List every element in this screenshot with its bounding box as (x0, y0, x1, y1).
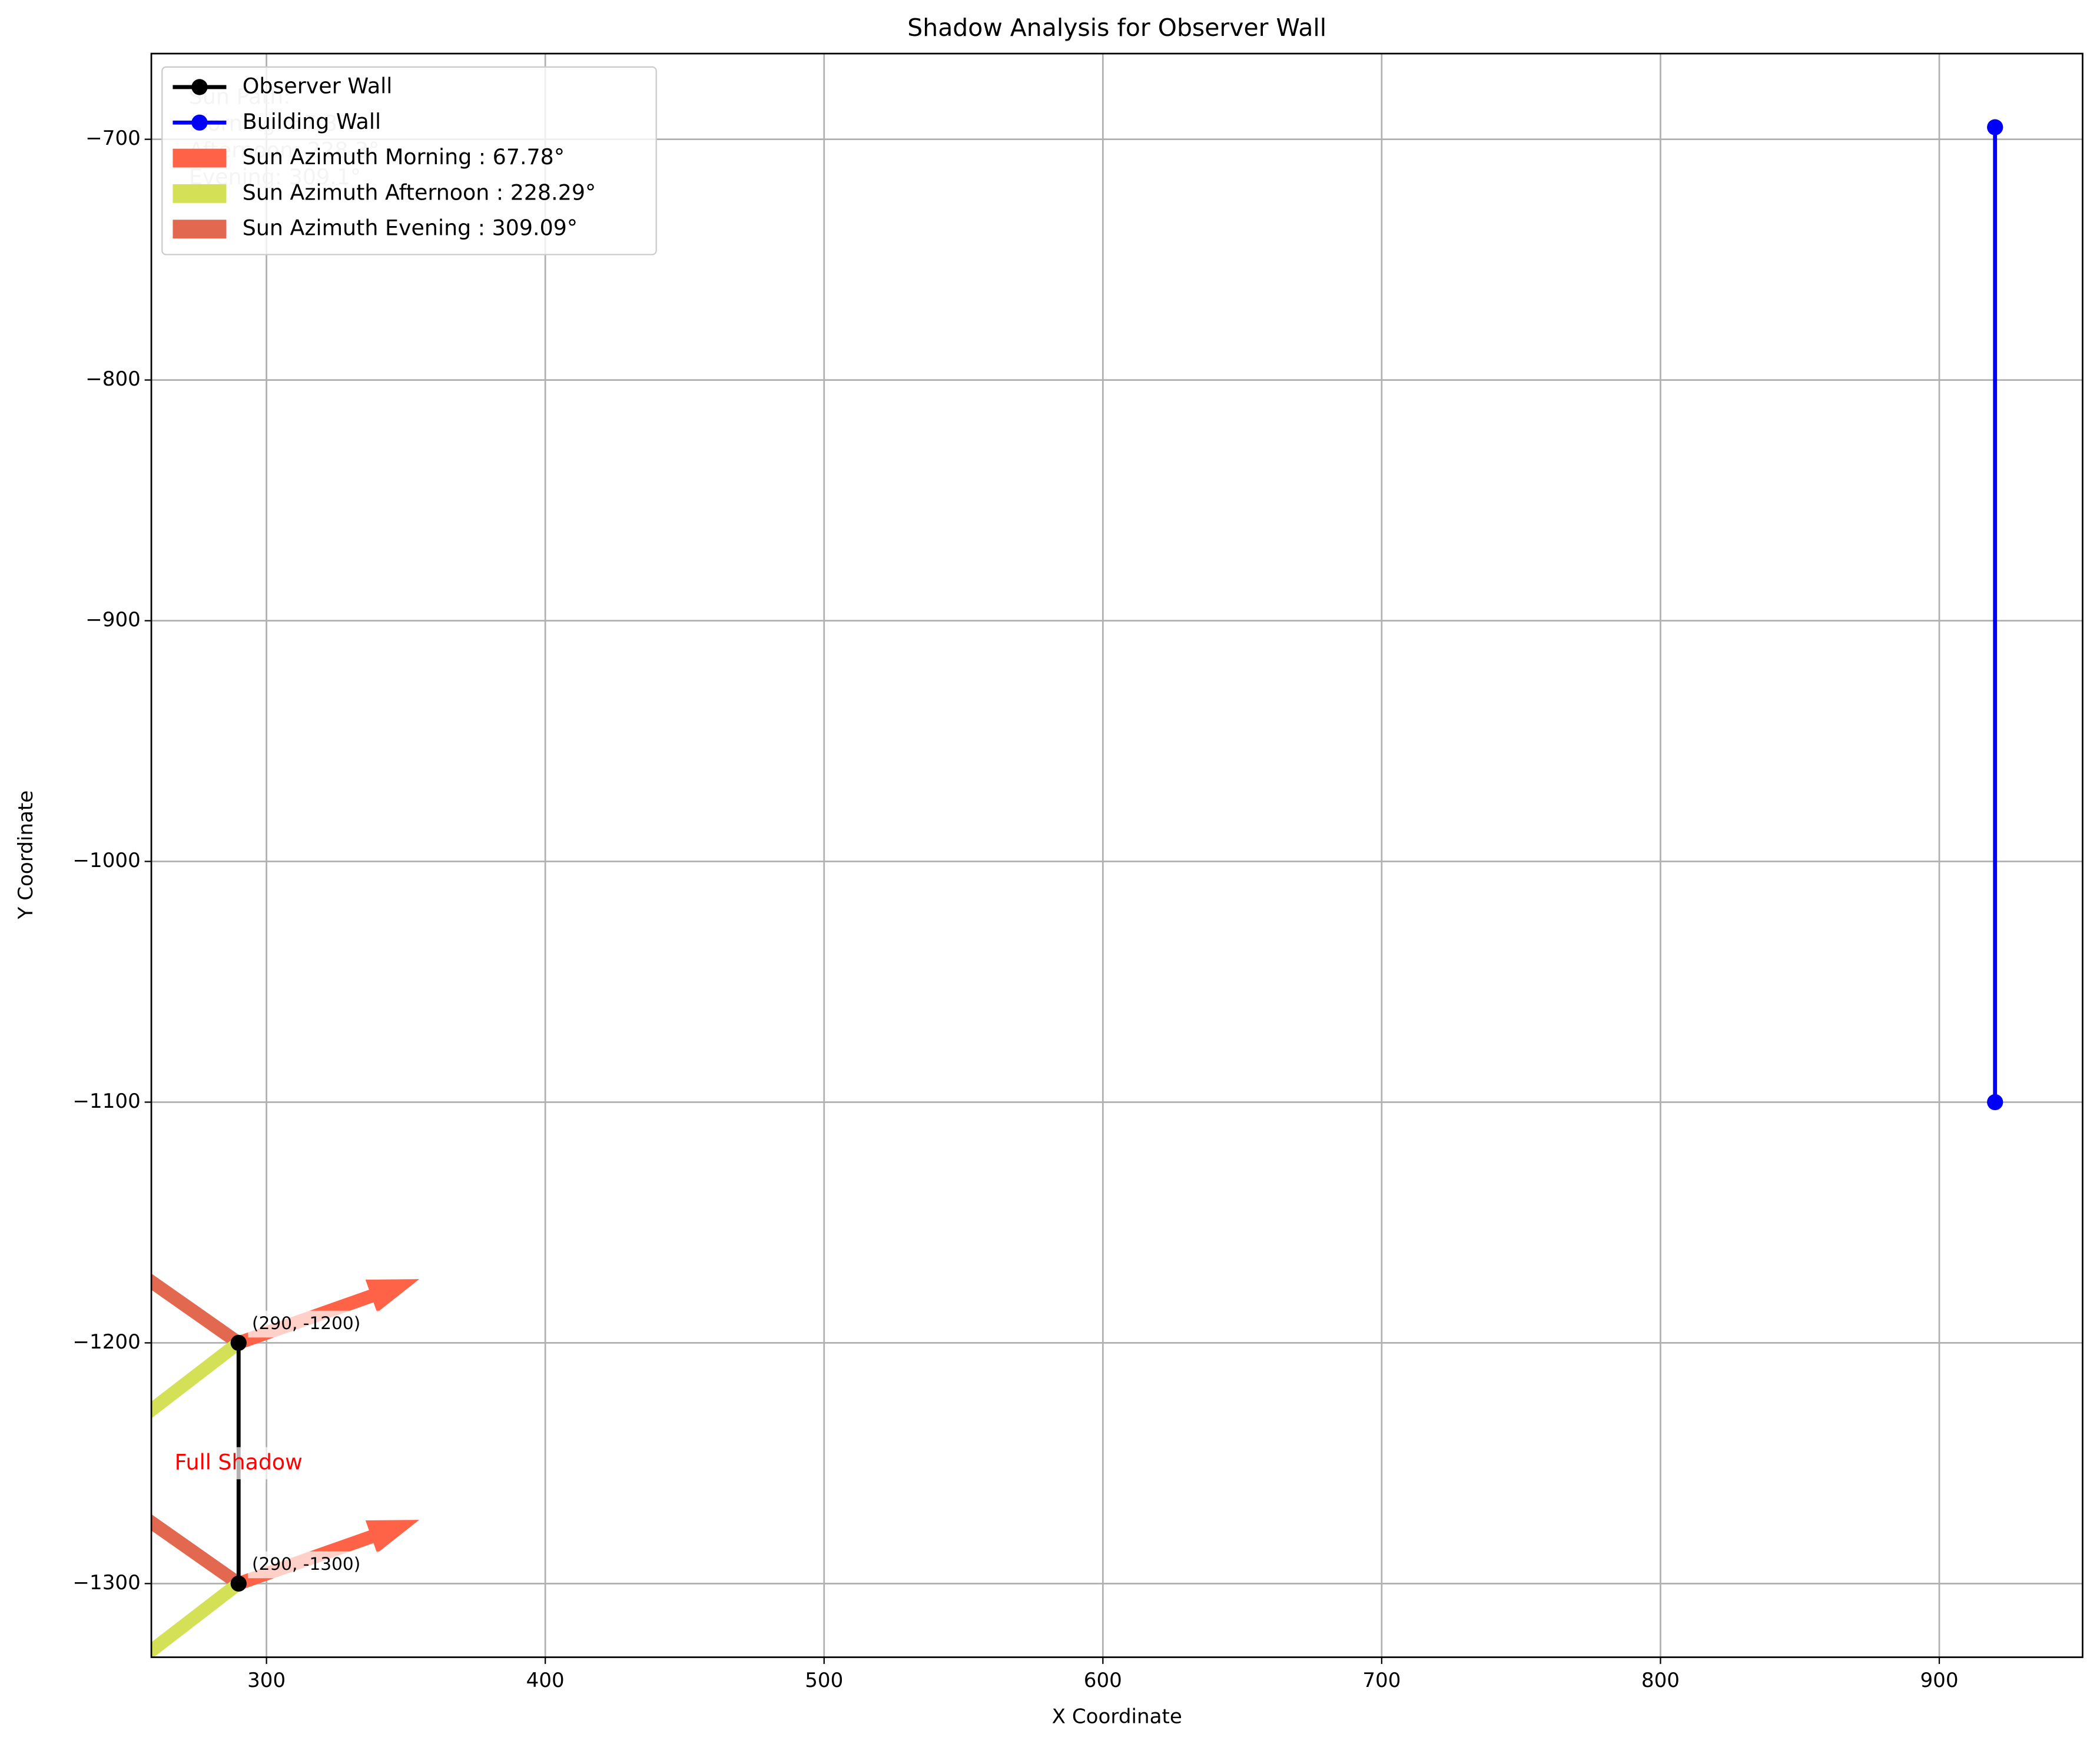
sun-arrow (151, 1578, 243, 1658)
legend-label: Sun Azimuth Morning : 67.78° (243, 144, 565, 170)
axes: 300 400 500 600 700 800 900 −700 −800 −900 −1000 −1… (72, 127, 1958, 1692)
legend-swatch (172, 148, 227, 168)
x-tick-label: 800 (1641, 1669, 1680, 1692)
y-tick-label: −1200 (72, 1330, 140, 1354)
x-tick-label: 700 (1362, 1669, 1401, 1692)
shadow-label: Full Shadow (175, 1449, 303, 1474)
legend-label: Sun Azimuth Afternoon : 228.29° (243, 180, 596, 205)
sun-arrow (151, 1337, 243, 1419)
grid (151, 54, 2083, 1658)
y-tick-label: −700 (85, 127, 141, 150)
x-tick-label: 400 (526, 1669, 565, 1692)
legend: Observer Wall Building Wall Sun Azimuth Mo… (161, 66, 657, 255)
point-label: (290, -1300) (252, 1554, 360, 1574)
series-point (1987, 119, 2003, 135)
point-label-box (248, 1310, 398, 1338)
y-axis-label: Y Coordinate (14, 791, 38, 920)
legend-swatch (172, 220, 227, 239)
x-tick-label: 900 (1920, 1669, 1958, 1692)
y-tick-label: −1300 (72, 1571, 140, 1595)
legend-box (161, 66, 657, 255)
x-axis-label: X Coordinate (1052, 1705, 1182, 1728)
shadow-label-box (155, 1447, 322, 1480)
y-tick-label: −900 (85, 608, 141, 632)
chart-title: Shadow Analysis for Observer Wall (907, 14, 1326, 42)
legend-label: Building Wall (243, 109, 381, 134)
legend-label: Observer Wall (243, 73, 393, 98)
legend-swatch (172, 184, 227, 203)
legend-marker (191, 114, 208, 131)
x-tick-label: 600 (1084, 1669, 1122, 1692)
x-tick-label: 300 (247, 1669, 286, 1692)
point-label: (290, -1200) (252, 1313, 360, 1333)
x-tick-label: 500 (805, 1669, 843, 1692)
series-point (230, 1575, 247, 1592)
y-tick-label: −800 (85, 367, 141, 391)
legend-label: Sun Azimuth Evening : 309.09° (243, 215, 578, 241)
legend-marker (191, 79, 208, 95)
axes-frame (150, 52, 2084, 1658)
sun-arrow (151, 1273, 243, 1349)
y-tick-label: −1100 (72, 1090, 140, 1113)
series-point (230, 1334, 247, 1351)
series-point (1987, 1094, 2003, 1111)
y-tick-label: −1000 (72, 849, 140, 872)
point-label-box (248, 1551, 398, 1579)
sun-arrow (151, 1514, 243, 1589)
